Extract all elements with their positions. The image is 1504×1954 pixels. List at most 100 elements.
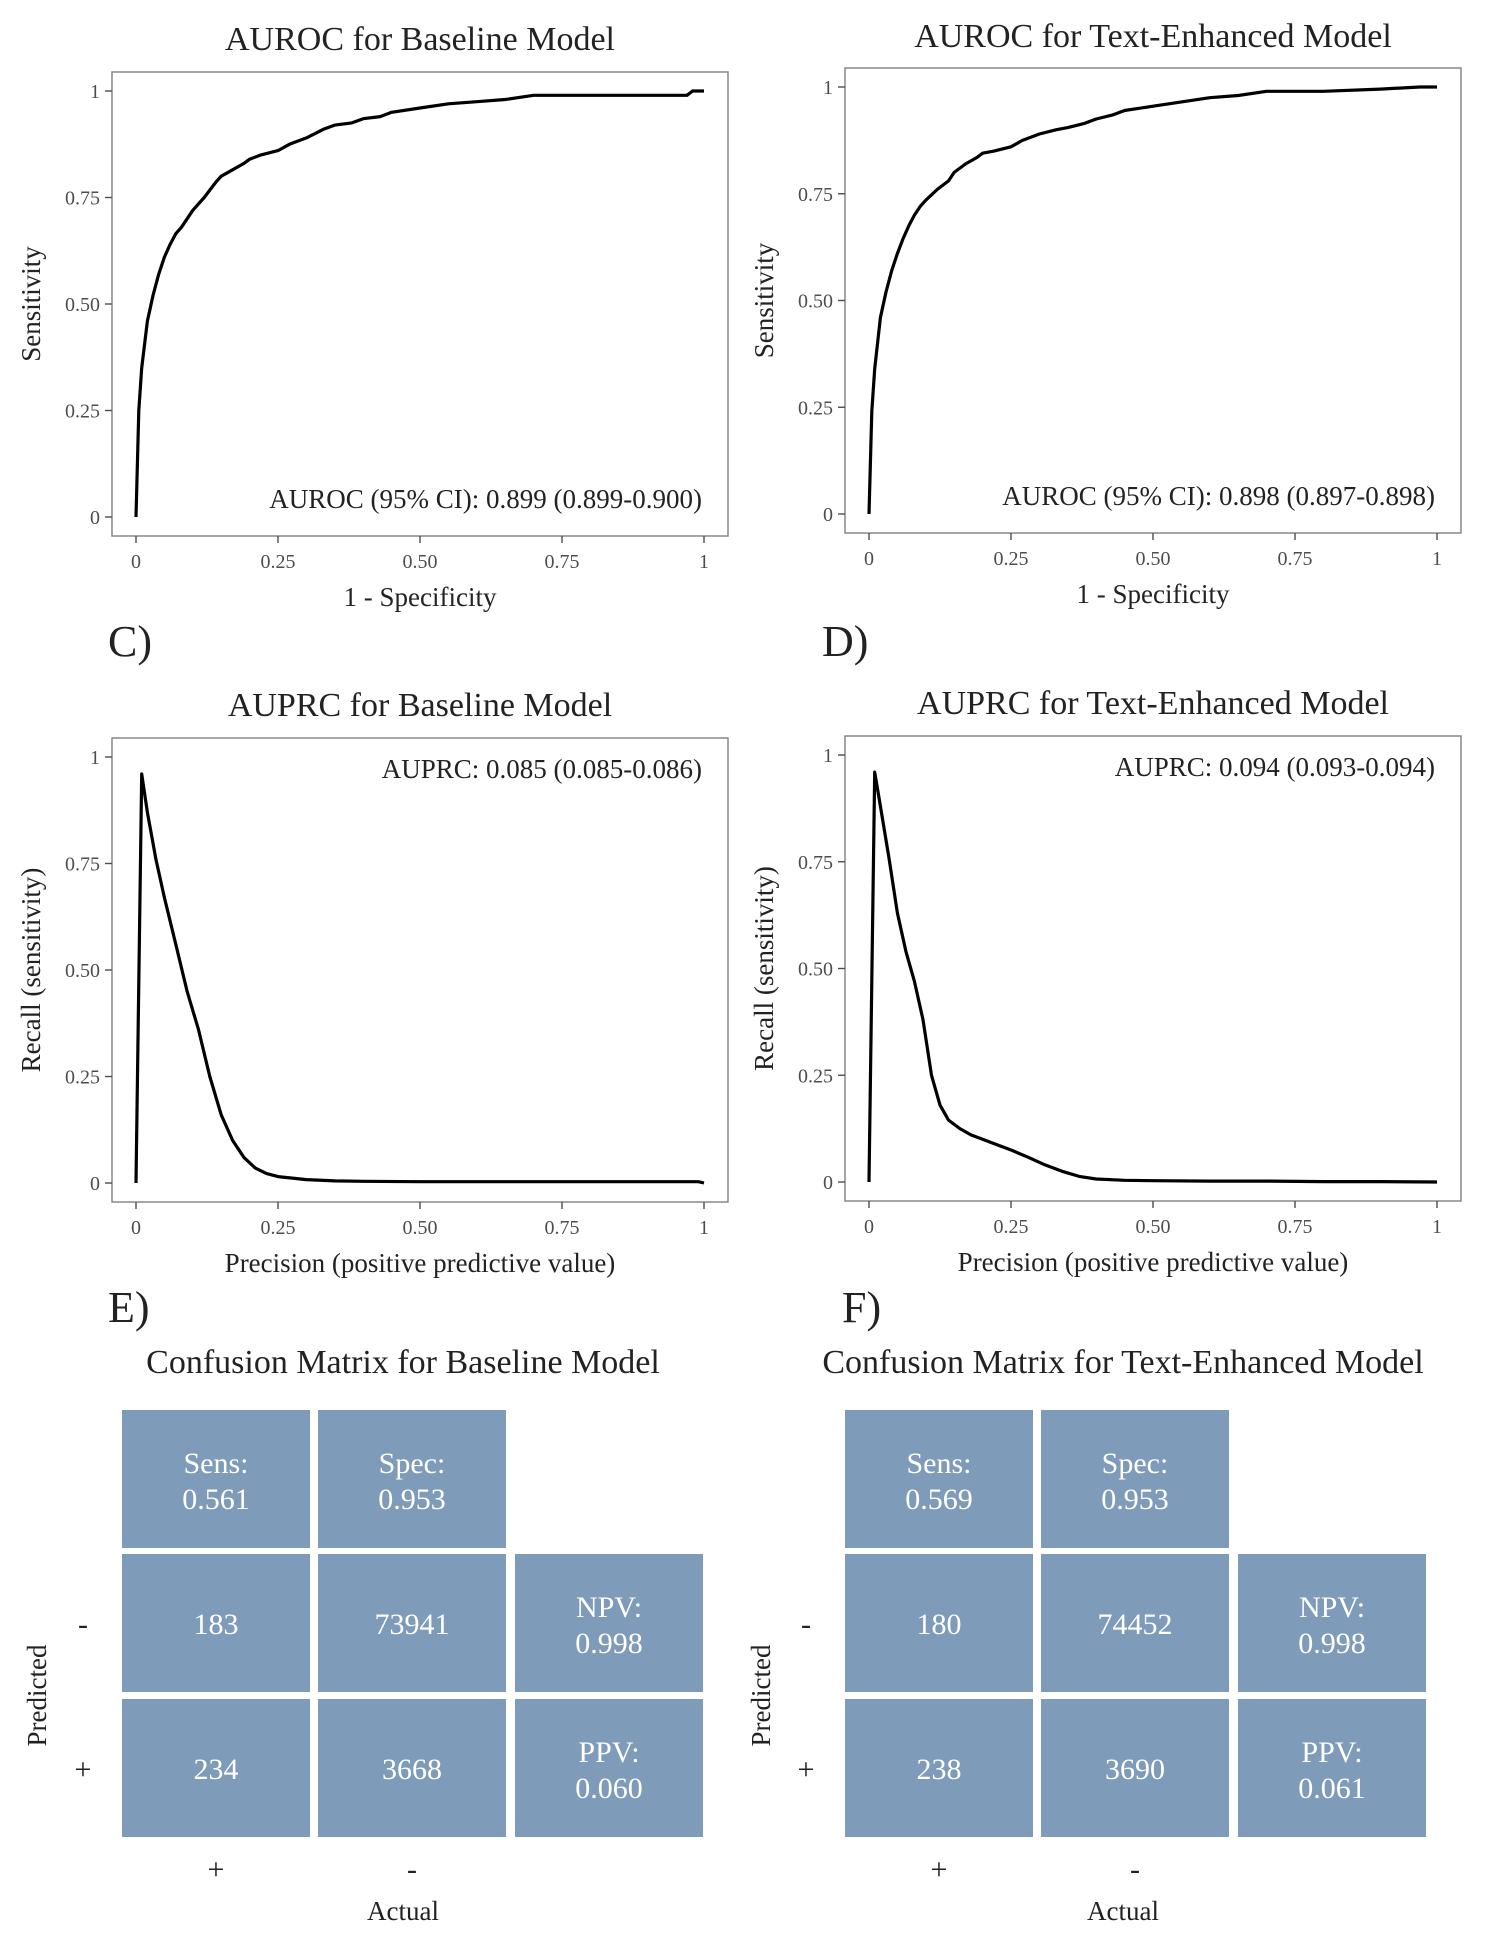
plot-frame bbox=[111, 71, 729, 537]
ppv-cell bbox=[515, 1699, 703, 1837]
panel-letter-5: F) bbox=[842, 1283, 881, 1332]
x-tick-label: 0 bbox=[864, 548, 874, 570]
column-tick-label: + bbox=[931, 1853, 948, 1886]
y-tick-label: 0 bbox=[90, 1173, 100, 1195]
npv-cell-value: 0.998 bbox=[1298, 1627, 1366, 1660]
chart-title: AUPRC for Text-Enhanced Model bbox=[917, 685, 1389, 722]
chart-title: AUROC for Text-Enhanced Model bbox=[914, 18, 1392, 55]
x-tick-label: 0.75 bbox=[545, 551, 580, 573]
x-tick-label: 0.25 bbox=[994, 548, 1029, 570]
count-cell-value: 3668 bbox=[382, 1753, 442, 1786]
count-cell-value: 180 bbox=[917, 1608, 962, 1641]
sensitivity-cell-label: Sens: bbox=[906, 1447, 971, 1480]
npv-cell-value: 0.998 bbox=[575, 1627, 643, 1660]
chart-title: AUROC for Baseline Model bbox=[225, 21, 615, 58]
sensitivity-cell bbox=[845, 1410, 1033, 1548]
count-cell bbox=[122, 1554, 310, 1692]
y-axis-label: Recall (sensitivity) bbox=[16, 868, 46, 1073]
count-cell bbox=[845, 1699, 1033, 1837]
sensitivity-cell-label: Sens: bbox=[183, 1447, 248, 1480]
chart-panel-1: AUROC for Text-Enhanced Model 0 0.25 0.50 0.… bbox=[749, 18, 1462, 609]
x-axis-label: Actual bbox=[367, 1896, 439, 1926]
x-axis-label: 1 - Specificity bbox=[344, 582, 497, 612]
plot-frame bbox=[111, 737, 729, 1203]
x-tick-label: 0.75 bbox=[545, 1217, 580, 1239]
x-tick-label: 0.25 bbox=[261, 1217, 296, 1239]
y-tick-label: 0.75 bbox=[65, 854, 100, 876]
count-cell-value: 183 bbox=[194, 1608, 239, 1641]
ppv-cell bbox=[1238, 1699, 1426, 1837]
chart-panel-2: AUPRC for Baseline Model 0 0.25 0.50 0.75 1 0 0… bbox=[16, 687, 729, 1278]
x-axis-label: 1 - Specificity bbox=[1077, 579, 1230, 609]
metric-annotation: AUROC (95% CI): 0.898 (0.897-0.898) bbox=[1002, 481, 1435, 511]
count-cell bbox=[318, 1554, 506, 1692]
x-axis-label: Actual bbox=[1087, 1896, 1159, 1926]
x-tick-label: 1 bbox=[699, 1217, 709, 1239]
x-tick-label: 0 bbox=[131, 1217, 141, 1239]
specificity-cell bbox=[1041, 1410, 1229, 1548]
column-tick-label: - bbox=[1130, 1853, 1140, 1886]
x-tick-label: 0.50 bbox=[1136, 1216, 1171, 1238]
y-tick-label: 0.25 bbox=[798, 1065, 833, 1087]
count-cell-value: 74452 bbox=[1098, 1608, 1173, 1641]
specificity-cell-label: Spec: bbox=[1102, 1447, 1169, 1480]
y-tick-label: 0.25 bbox=[65, 1067, 100, 1089]
y-tick-label: 0.75 bbox=[798, 184, 833, 206]
y-axis-label: Recall (sensitivity) bbox=[749, 866, 779, 1071]
row-tick-label: + bbox=[798, 1753, 815, 1786]
count-cell bbox=[318, 1699, 506, 1837]
chart-panel-3: AUPRC for Text-Enhanced Model 0 0.25 0.50 0.… bbox=[749, 685, 1462, 1277]
y-axis-label: Sensitivity bbox=[749, 242, 779, 358]
x-axis-label: Precision (positive predictive value) bbox=[958, 1247, 1349, 1277]
x-tick-label: 0.50 bbox=[403, 551, 438, 573]
y-tick-label: 0.25 bbox=[65, 401, 100, 423]
curve-line bbox=[867, 770, 1438, 1184]
x-tick-label: 0.50 bbox=[1136, 548, 1171, 570]
npv-cell-label: NPV: bbox=[576, 1591, 642, 1624]
specificity-cell-value: 0.953 bbox=[1101, 1483, 1169, 1516]
ppv-cell-label: PPV: bbox=[1301, 1736, 1362, 1769]
metric-annotation: AUPRC: 0.085 (0.085-0.086) bbox=[382, 754, 702, 784]
panel-letter-2: C) bbox=[108, 617, 152, 666]
y-tick-label: 0 bbox=[823, 1172, 833, 1194]
y-tick-label: 0.50 bbox=[65, 960, 100, 982]
ppv-cell-value: 0.060 bbox=[575, 1772, 643, 1805]
ppv-cell-value: 0.061 bbox=[1298, 1772, 1366, 1805]
sensitivity-cell bbox=[122, 1410, 310, 1548]
y-tick-label: 0.25 bbox=[798, 397, 833, 419]
confusion-matrix-0: Confusion Matrix for Baseline Model Sens:… bbox=[22, 1344, 703, 1926]
specificity-cell-value: 0.953 bbox=[378, 1483, 446, 1516]
y-tick-label: 1 bbox=[823, 745, 833, 767]
npv-cell bbox=[515, 1554, 703, 1692]
count-cell-value: 73941 bbox=[375, 1608, 450, 1641]
y-tick-label: 0.50 bbox=[798, 291, 833, 313]
x-tick-label: 0.25 bbox=[261, 551, 296, 573]
y-axis-label: Sensitivity bbox=[16, 246, 46, 362]
count-cell bbox=[122, 1699, 310, 1837]
plot-frame bbox=[844, 735, 1462, 1202]
y-axis-label: Predicted bbox=[22, 1644, 52, 1746]
y-tick-label: 1 bbox=[90, 747, 100, 769]
x-axis-label: Precision (positive predictive value) bbox=[225, 1248, 616, 1278]
count-cell bbox=[1041, 1554, 1229, 1692]
confusion-matrix-1: Confusion Matrix for Text-Enhanced Model… bbox=[746, 1344, 1426, 1926]
y-axis-label: Predicted bbox=[746, 1644, 776, 1746]
column-tick-label: + bbox=[208, 1853, 225, 1886]
row-tick-label: - bbox=[78, 1608, 88, 1641]
count-cell bbox=[1041, 1699, 1229, 1837]
sensitivity-cell-value: 0.569 bbox=[905, 1483, 973, 1516]
count-cell-value: 234 bbox=[194, 1753, 239, 1786]
x-tick-label: 0.50 bbox=[403, 1217, 438, 1239]
sensitivity-cell-value: 0.561 bbox=[182, 1483, 250, 1516]
chart-panel-0: AUROC for Baseline Model 0 0.25 0.50 0.75 1 0 0… bbox=[16, 21, 729, 612]
x-tick-label: 0.75 bbox=[1278, 1216, 1313, 1238]
y-tick-label: 0.75 bbox=[798, 852, 833, 874]
x-tick-label: 0.25 bbox=[994, 1216, 1029, 1238]
metric-annotation: AUPRC: 0.094 (0.093-0.094) bbox=[1115, 752, 1435, 782]
chart-title: Confusion Matrix for Baseline Model bbox=[146, 1344, 660, 1381]
npv-cell bbox=[1238, 1554, 1426, 1692]
x-tick-label: 1 bbox=[1432, 1216, 1442, 1238]
curve-line bbox=[134, 89, 704, 518]
y-tick-label: 0.75 bbox=[65, 188, 100, 210]
